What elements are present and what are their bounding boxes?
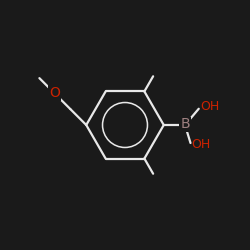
- Text: OH: OH: [192, 138, 211, 151]
- Text: B: B: [180, 118, 190, 132]
- Text: OH: OH: [200, 100, 219, 113]
- Text: O: O: [49, 86, 60, 100]
